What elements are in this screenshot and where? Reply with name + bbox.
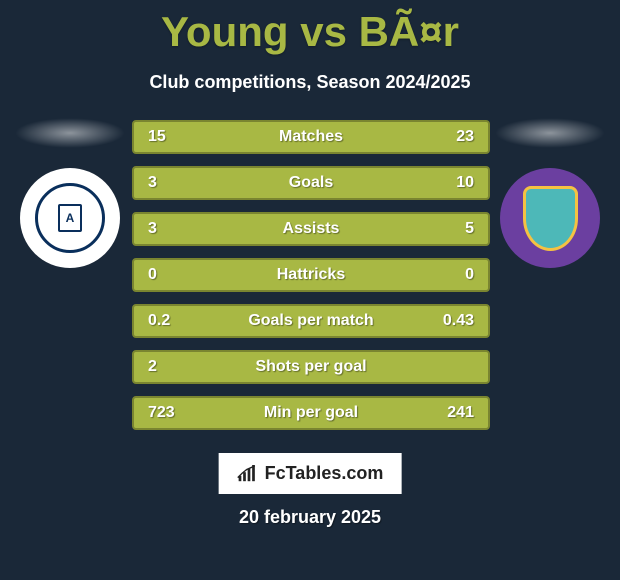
stat-right-value: 10 <box>424 174 474 192</box>
stat-label: Assists <box>283 220 340 238</box>
stat-label: Min per goal <box>264 404 358 422</box>
stat-label: Hattricks <box>277 266 345 284</box>
brand-text: FcTables.com <box>265 463 384 484</box>
stat-row-matches: 15 Matches 23 <box>132 120 490 154</box>
stat-label: Shots per goal <box>255 358 366 376</box>
stat-left-value: 0.2 <box>148 312 198 330</box>
stat-row-shots-per-goal: 2 Shots per goal <box>132 350 490 384</box>
stat-right-value: 0.43 <box>424 312 474 330</box>
stat-left-value: 15 <box>148 128 198 146</box>
stat-label: Goals per match <box>248 312 373 330</box>
team-right-crest <box>523 186 578 251</box>
stat-right-value: 23 <box>424 128 474 146</box>
stat-left-value: 2 <box>148 358 198 376</box>
team-left-letter: A <box>58 204 82 232</box>
stat-row-min-per-goal: 723 Min per goal 241 <box>132 396 490 430</box>
stat-left-value: 723 <box>148 404 198 422</box>
stat-left-value: 3 <box>148 174 198 192</box>
team-left-crest: A <box>35 183 105 253</box>
stats-container: 15 Matches 23 3 Goals 10 3 Assists 5 0 H… <box>132 120 490 442</box>
stat-right-value: 5 <box>424 220 474 238</box>
stat-row-goals: 3 Goals 10 <box>132 166 490 200</box>
team-right-badge <box>500 168 600 268</box>
stat-left-value: 0 <box>148 266 198 284</box>
stat-left-value: 3 <box>148 220 198 238</box>
stat-label: Goals <box>289 174 333 192</box>
stat-label: Matches <box>279 128 343 146</box>
chart-icon <box>237 465 259 483</box>
stat-right-value: 241 <box>424 404 474 422</box>
stat-row-goals-per-match: 0.2 Goals per match 0.43 <box>132 304 490 338</box>
team-left-badge: A <box>20 168 120 268</box>
stat-row-assists: 3 Assists 5 <box>132 212 490 246</box>
page-title: Young vs BÃ¤r <box>0 0 620 56</box>
stat-row-hattricks: 0 Hattricks 0 <box>132 258 490 292</box>
date-label: 20 february 2025 <box>239 507 381 528</box>
subtitle: Club competitions, Season 2024/2025 <box>0 72 620 93</box>
stat-right-value: 0 <box>424 266 474 284</box>
brand-badge[interactable]: FcTables.com <box>219 453 402 494</box>
